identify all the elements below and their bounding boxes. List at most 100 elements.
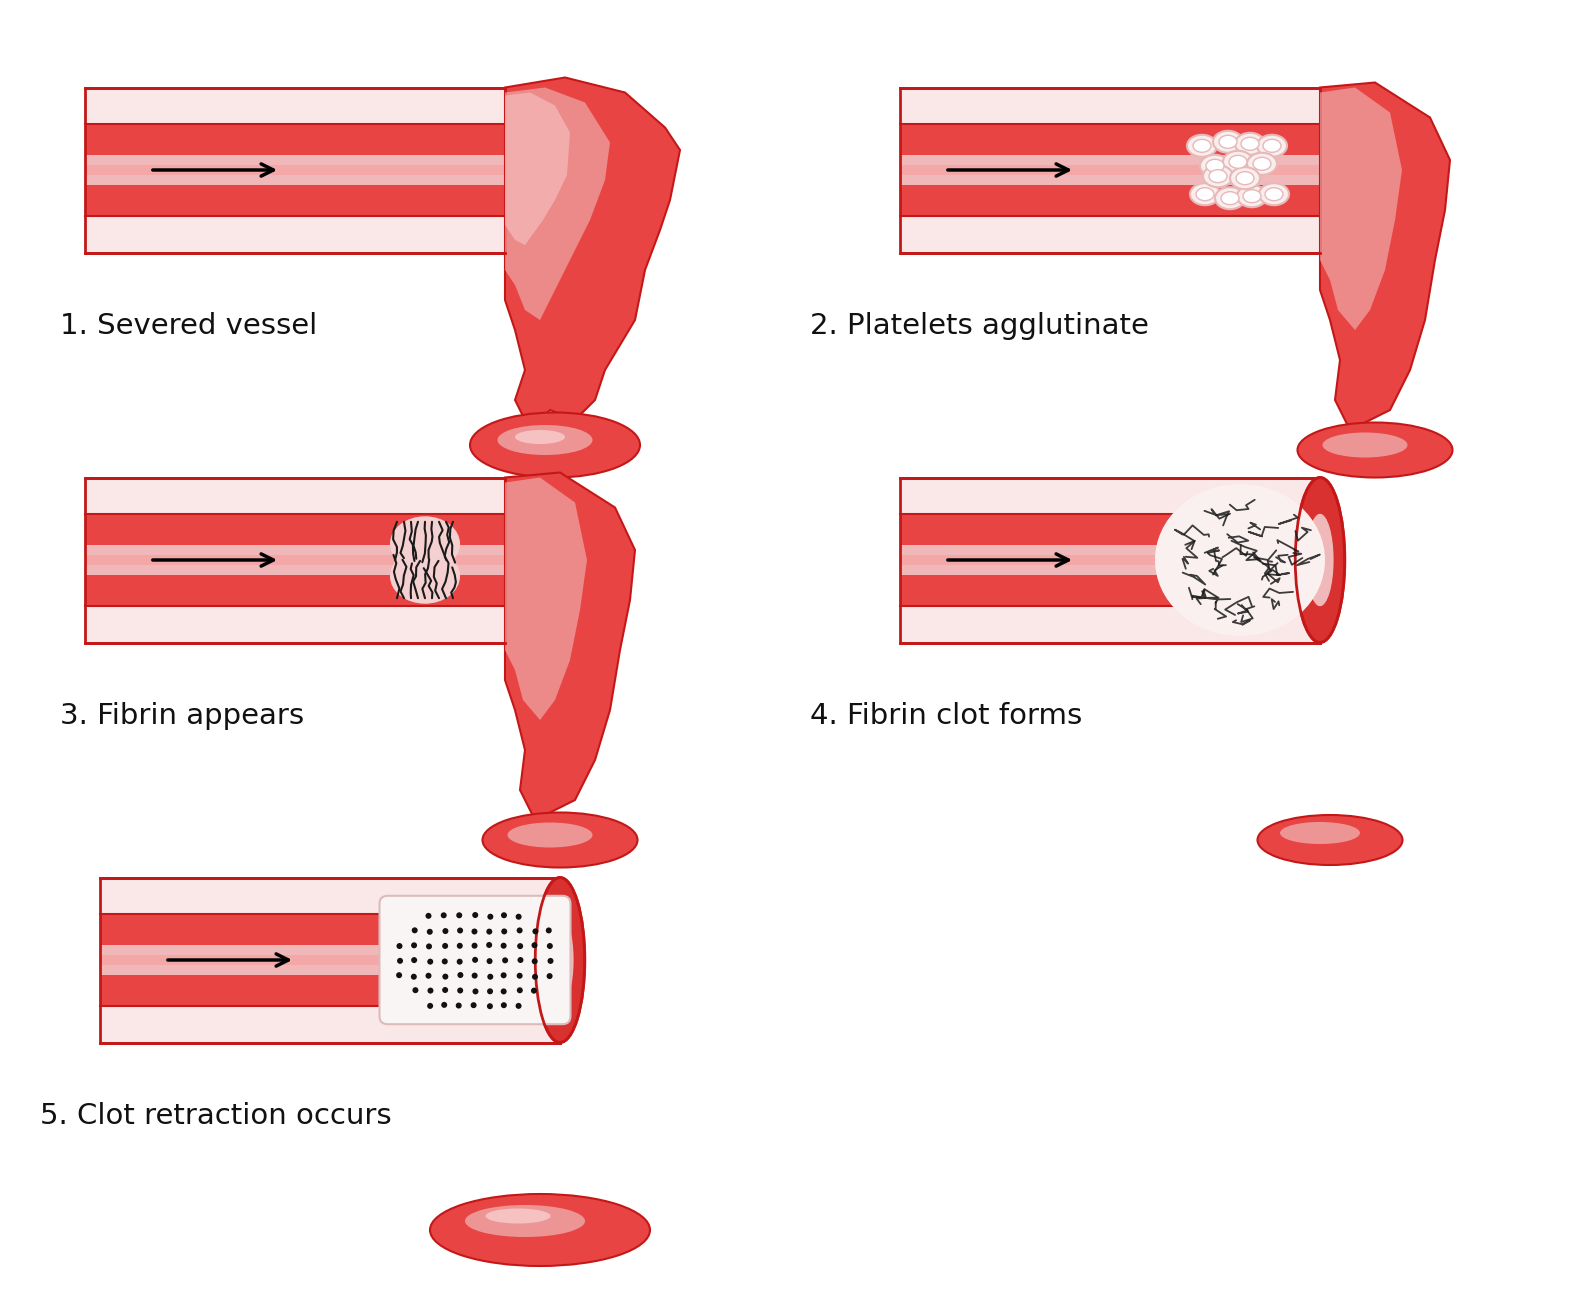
- Ellipse shape: [426, 943, 432, 950]
- Text: 5. Clot retraction occurs: 5. Clot retraction occurs: [40, 1102, 391, 1131]
- Ellipse shape: [1322, 433, 1408, 457]
- Ellipse shape: [397, 958, 404, 964]
- Ellipse shape: [412, 928, 418, 933]
- Ellipse shape: [1298, 422, 1452, 477]
- Bar: [84, 87, 505, 253]
- Ellipse shape: [427, 1003, 434, 1009]
- Ellipse shape: [1263, 139, 1281, 152]
- Bar: [899, 555, 1320, 566]
- Ellipse shape: [501, 972, 507, 979]
- Ellipse shape: [1295, 477, 1344, 642]
- Ellipse shape: [547, 913, 574, 1006]
- Ellipse shape: [1230, 167, 1260, 189]
- Ellipse shape: [483, 813, 637, 868]
- Ellipse shape: [515, 913, 521, 920]
- Text: 1. Severed vessel: 1. Severed vessel: [60, 313, 318, 340]
- Polygon shape: [505, 77, 680, 430]
- Bar: [899, 545, 1320, 575]
- Bar: [100, 877, 559, 1042]
- Bar: [100, 877, 559, 1042]
- Ellipse shape: [1187, 134, 1217, 156]
- Bar: [899, 87, 1320, 124]
- Ellipse shape: [515, 1003, 521, 1009]
- Ellipse shape: [1258, 184, 1289, 205]
- Ellipse shape: [501, 989, 507, 994]
- Ellipse shape: [458, 928, 462, 933]
- Ellipse shape: [1281, 822, 1360, 844]
- Ellipse shape: [501, 942, 507, 949]
- Ellipse shape: [1200, 155, 1230, 177]
- Ellipse shape: [497, 425, 593, 455]
- Bar: [899, 513, 1320, 606]
- Ellipse shape: [389, 516, 459, 571]
- Ellipse shape: [426, 973, 432, 979]
- Ellipse shape: [1265, 188, 1282, 201]
- Ellipse shape: [535, 877, 585, 1042]
- Ellipse shape: [547, 943, 553, 949]
- Ellipse shape: [426, 913, 432, 919]
- Ellipse shape: [472, 942, 478, 949]
- Ellipse shape: [1241, 137, 1258, 150]
- Ellipse shape: [427, 959, 434, 964]
- Ellipse shape: [442, 928, 448, 934]
- Ellipse shape: [456, 912, 462, 919]
- Ellipse shape: [472, 912, 478, 919]
- Ellipse shape: [472, 956, 478, 963]
- Ellipse shape: [466, 1205, 585, 1237]
- Ellipse shape: [548, 958, 553, 964]
- Bar: [899, 165, 1320, 175]
- Ellipse shape: [1254, 158, 1271, 171]
- Bar: [84, 477, 505, 642]
- Bar: [899, 87, 1320, 253]
- Ellipse shape: [486, 942, 493, 949]
- Ellipse shape: [456, 943, 462, 949]
- Bar: [84, 124, 505, 216]
- Ellipse shape: [427, 988, 434, 994]
- Bar: [100, 913, 559, 1006]
- Ellipse shape: [1203, 165, 1233, 188]
- Ellipse shape: [1236, 185, 1266, 207]
- Bar: [84, 87, 505, 124]
- Bar: [899, 124, 1320, 216]
- Ellipse shape: [442, 973, 448, 980]
- Ellipse shape: [1243, 190, 1262, 203]
- Ellipse shape: [502, 958, 508, 963]
- Bar: [100, 945, 559, 975]
- Ellipse shape: [440, 912, 447, 919]
- Ellipse shape: [1209, 169, 1227, 182]
- Ellipse shape: [1235, 133, 1265, 155]
- Ellipse shape: [1219, 136, 1236, 149]
- Ellipse shape: [412, 942, 416, 949]
- Ellipse shape: [1224, 151, 1254, 173]
- Ellipse shape: [547, 973, 553, 979]
- Ellipse shape: [389, 549, 459, 603]
- Ellipse shape: [515, 430, 566, 444]
- Bar: [899, 216, 1320, 253]
- Ellipse shape: [413, 988, 418, 993]
- Text: 2. Platelets agglutinate: 2. Platelets agglutinate: [810, 313, 1149, 340]
- Ellipse shape: [431, 1194, 650, 1267]
- Polygon shape: [505, 93, 570, 261]
- Ellipse shape: [507, 822, 593, 847]
- Ellipse shape: [396, 972, 402, 979]
- Ellipse shape: [442, 959, 448, 964]
- Ellipse shape: [1306, 513, 1333, 606]
- Ellipse shape: [456, 959, 462, 964]
- Bar: [84, 477, 505, 513]
- Polygon shape: [1320, 87, 1401, 330]
- Ellipse shape: [1257, 134, 1287, 156]
- Ellipse shape: [442, 986, 448, 993]
- Ellipse shape: [472, 989, 478, 994]
- Bar: [84, 555, 505, 566]
- Ellipse shape: [531, 988, 537, 994]
- Ellipse shape: [412, 958, 418, 963]
- Polygon shape: [505, 473, 636, 820]
- Ellipse shape: [470, 1002, 477, 1009]
- Ellipse shape: [472, 972, 478, 979]
- Ellipse shape: [397, 943, 402, 949]
- Ellipse shape: [1220, 192, 1239, 205]
- Bar: [899, 155, 1320, 185]
- Ellipse shape: [1190, 184, 1220, 205]
- Ellipse shape: [531, 942, 537, 949]
- FancyBboxPatch shape: [380, 895, 570, 1024]
